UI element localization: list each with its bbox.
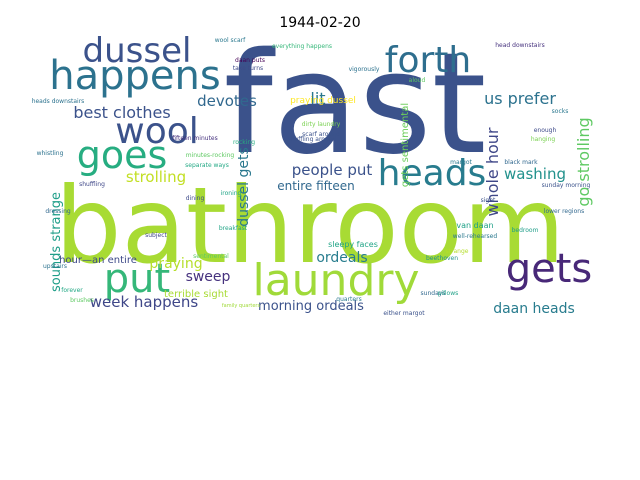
wordcloud-word: minutes-rocking [186,152,235,159]
wordcloud-word: vigorously [349,66,380,73]
wordcloud-word: terrible sight [164,289,228,300]
wordcloud-word: lit [310,89,325,108]
wordcloud-word: daan puts [235,57,265,64]
wordcloud-word: head downstairs [495,42,545,49]
wordcloud-word: hour—an entire [59,255,137,266]
wordcloud-word: bathroom [55,165,565,287]
wordcloud-word: rocking [233,139,255,146]
wordcloud-word: beethoven [426,255,458,262]
wordcloud-word: best clothes [73,103,170,122]
wordcloud-word: dirty laundry [302,121,341,128]
wordcloud-word: sweep [186,269,231,285]
wordcloud-word: sleepy faces [328,240,378,249]
wordcloud-word: brushes [70,297,94,304]
wordcloud-word: dressing [45,208,71,215]
wordcloud-word: socks [552,108,569,115]
wordcloud-word: ordeals [316,250,367,266]
wordcloud-word: ironing [221,190,242,197]
wordcloud-word: heads [378,153,487,194]
wordcloud-word: sentimental [193,253,229,260]
wordcloud-word: sunday morning [542,182,591,189]
wordcloud-word: goes [77,133,168,177]
wordcloud-word: shuffling [79,181,105,188]
wordcloud-word: breakfast [219,225,248,232]
wordcloud-word: dining [186,195,205,202]
wordcloud-word: strange [446,248,469,255]
wordcloud-word: forever [61,287,83,294]
wordcloud-word: heads downstairs [32,98,85,105]
wordcloud-word: strolling [126,168,186,186]
wordcloud-word: dussel [83,31,192,71]
chart-title: 1944-02-20 [279,15,360,31]
wordcloud-word: take turns [233,65,263,72]
wordcloud-word: whole hour [483,127,502,216]
wordcloud-word: sight [481,197,496,204]
wordcloud-word: quarters [336,296,361,303]
wordcloud-word: fast [224,23,487,186]
wordcloud-word: morning ordeals [258,299,364,314]
wordcloud-word: family quarters [222,303,261,309]
wordcloud-word: bedroom [512,227,539,234]
wordcloud-word: hanging [531,136,556,143]
wordcloud-word: laundry [252,255,419,306]
wordcloud-word: us prefer [484,89,556,108]
wordcloud-word: shuffling around [288,136,337,143]
wordcloud-word: washing [504,165,566,183]
wordcloud-word: wool [115,111,199,152]
wordcloud-word: put [104,256,170,302]
wordcloud-word: devotes [197,92,257,110]
wordcloud-word: wool scarf [215,37,246,44]
wordcloud-word: lower regions [544,208,584,215]
wordcloud-word: separate ways [185,162,229,169]
wordcloud-word: daan heads [493,301,575,317]
wordcloud-word: pillows [438,290,459,297]
wordcloud-word: week happens [90,293,199,311]
wordcloud-word: van daan [456,221,493,230]
wordcloud-word: upstairs [43,263,67,270]
wordcloud-word: gets [506,246,593,292]
wordcloud-word: whistling [37,150,64,157]
wordcloud-word: margot [450,159,472,166]
wordcloud-word: aloud [409,77,426,84]
wordcloud-word: happens [49,53,220,99]
wordcloud-word: praying [149,256,202,272]
wordcloud-word: gets sentimental [400,103,411,187]
wordcloud-word: forth [385,40,471,81]
wordcloud-word: enough [534,127,557,134]
wordcloud-word: sounds strange [49,192,64,292]
wordcloud-word: black mark [504,159,538,166]
wordcloud-word: either margot [383,310,425,317]
wordcloud-word: scarf around [302,131,340,138]
wordcloud-word: praying dussel [290,96,356,106]
wordcloud-word: everything happens [272,43,332,50]
wordcloud-word: well-rehearsed [453,233,498,240]
wordcloud-word: people put [292,161,373,179]
wordcloud-word: go strolling [574,117,593,206]
wordcloud-word: entire fifteen [277,179,355,193]
wordcloud-word: sundays [421,290,446,297]
wordcloud-word: subject [145,232,167,239]
wordcloud-word: fifteen minutes [172,135,218,142]
wordcloud-word: dussel gets [236,147,252,227]
